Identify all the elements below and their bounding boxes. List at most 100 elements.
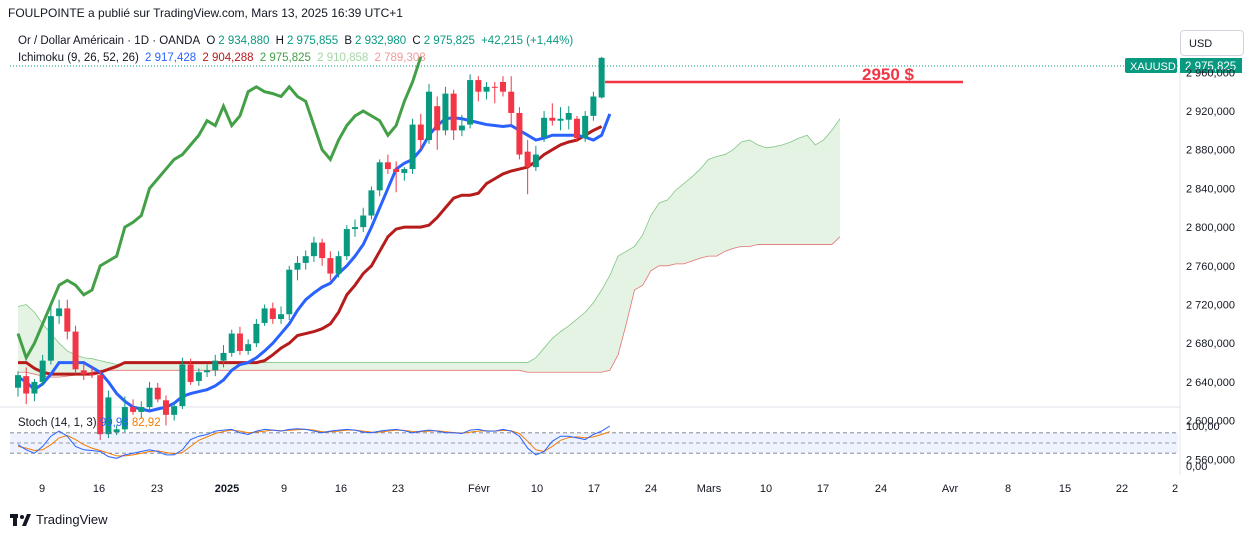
candle-body: [467, 80, 474, 125]
stoch-k-value: 99,98: [99, 417, 129, 429]
candle-body: [393, 169, 400, 172]
candle-body: [442, 93, 449, 131]
price-tick-label: 2 720,000: [1186, 300, 1235, 312]
candle-body: [72, 331, 79, 370]
candle-body: [130, 407, 137, 412]
candle-body: [23, 376, 30, 394]
candle-body: [524, 151, 531, 168]
cloud-fill: [18, 118, 840, 378]
candle-body: [434, 106, 441, 131]
time-tick-label: 23: [392, 483, 404, 495]
close-label: C: [412, 35, 421, 47]
candle-body: [286, 269, 293, 315]
ichimoku-lines: [16, 56, 612, 413]
candle-body: [121, 407, 128, 430]
price-tick-label: 2 880,000: [1186, 145, 1235, 157]
symbol-name[interactable]: Or / Dollar Américain · 1D · OANDA: [18, 35, 201, 47]
candle-body: [549, 117, 556, 121]
candle-body: [417, 124, 424, 141]
candle-body: [236, 333, 243, 351]
candle-body: [516, 112, 523, 155]
resistance-annotation: 2950 $ XAUUSD 2 975,825: [10, 58, 1242, 84]
time-tick-label: 24: [645, 483, 657, 495]
candle-body: [47, 316, 54, 361]
candle-body: [360, 215, 367, 228]
price-tick-label: 2 920,000: [1186, 106, 1235, 118]
candle-body: [105, 397, 112, 435]
candle-body: [179, 364, 186, 407]
candle-body: [15, 375, 21, 388]
candle-body: [598, 57, 605, 98]
time-axis: 9 16 23 2025 9 16 23 Févr 10 17 24 Mars 10 17 24 Avr 8 15…: [39, 483, 1178, 495]
time-tick-label: 2: [1172, 483, 1178, 495]
ichimoku-legend: Ichimoku (9, 26, 52, 26) 2 917,428 2 904…: [18, 52, 429, 64]
stoch-label[interactable]: Stoch (14, 1, 3): [18, 417, 97, 429]
candles: [15, 56, 605, 440]
time-tick-label: Mars: [697, 483, 722, 495]
price-tick-label: 2 560,000: [1186, 454, 1235, 466]
candle-body: [483, 86, 490, 92]
candle-body: [195, 372, 202, 381]
symbol-badge-label: XAUUSD: [1130, 61, 1176, 73]
low-value: 2 932,980: [355, 35, 407, 47]
candle-body: [228, 333, 235, 353]
stoch-legend: Stoch (14, 1, 3) 99,98 82,92: [18, 417, 161, 429]
candle-body: [220, 352, 227, 361]
resistance-label: 2950 $: [862, 65, 915, 84]
time-tick-label: 17: [588, 483, 600, 495]
candle-body: [113, 429, 120, 433]
candle-body: [352, 227, 359, 230]
candle-body: [590, 96, 597, 116]
candle-body: [384, 162, 391, 170]
senkou-span-b: [18, 236, 841, 378]
candle-body: [302, 256, 309, 263]
high-value: 2 975,855: [286, 35, 339, 47]
time-tick-label: 16: [93, 483, 105, 495]
candle-body: [401, 169, 408, 173]
candle-body: [204, 370, 211, 373]
close-value: 2 975,825: [423, 35, 475, 47]
candle-body: [557, 118, 564, 121]
time-tick-label: 23: [151, 483, 163, 495]
candle-body: [80, 370, 87, 375]
time-tick-label: Avr: [942, 483, 959, 495]
candle-body: [376, 162, 383, 191]
candle-body: [187, 364, 194, 382]
stochastic-pane: 100,00 0,00: [10, 421, 1220, 473]
time-tick-label: 10: [531, 483, 543, 495]
symbol-badge: [1125, 58, 1177, 73]
change-value: +42,215 (+1,44%): [481, 35, 574, 47]
candle-body: [426, 91, 432, 141]
candle-body: [573, 118, 580, 139]
candle-body: [343, 229, 350, 257]
time-tick-label: 9: [281, 483, 287, 495]
price-tick-label: 2 960,000: [1186, 67, 1235, 79]
candle-body: [499, 82, 506, 92]
time-tick-label: 2025: [215, 483, 239, 495]
time-tick-label: 16: [335, 483, 347, 495]
candle-body: [261, 308, 268, 323]
stoch-tick-label: 0,00: [1186, 461, 1207, 473]
time-tick-label: 17: [817, 483, 829, 495]
ichimoku-label[interactable]: Ichimoku (9, 26, 52, 26): [18, 52, 139, 64]
stoch-tick-label: 100,00: [1186, 421, 1220, 433]
high-label: H: [275, 35, 284, 47]
currency-button[interactable]: USD: [1180, 30, 1244, 56]
candle-body: [541, 117, 548, 138]
candle-body: [409, 124, 416, 170]
stoch-d-value: 82,92: [131, 417, 161, 429]
candle-body: [154, 387, 161, 400]
candle-body: [450, 93, 457, 131]
chikou-value: 2 975,825: [259, 52, 311, 64]
price-tick-label: 2 600,000: [1186, 416, 1235, 428]
time-tick-label: 10: [760, 483, 772, 495]
candle-body: [88, 374, 95, 376]
price-axis: 2 960,000 2 920,000 2 880,000 2 840,000 2 80…: [1186, 67, 1235, 466]
candle-body: [368, 190, 375, 216]
tradingview-brand[interactable]: TradingView: [10, 512, 108, 527]
candle-body: [319, 242, 326, 259]
price-badge-label: 2 975,825: [1185, 61, 1236, 73]
candle-body: [138, 407, 145, 412]
